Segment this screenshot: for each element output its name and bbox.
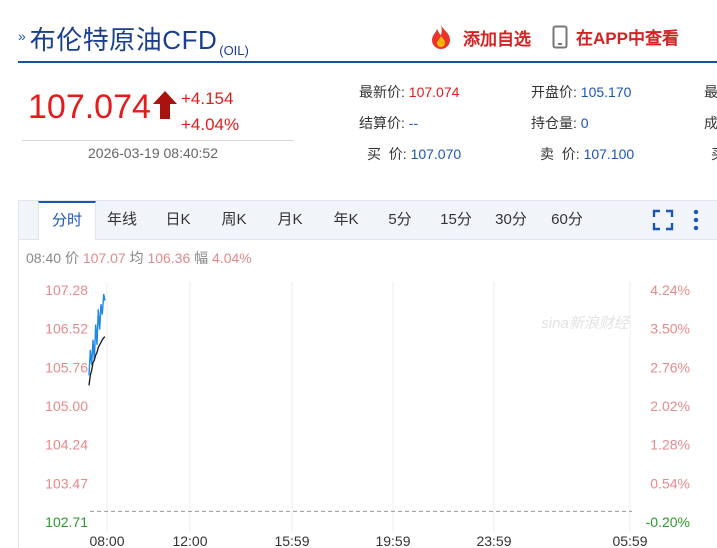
y-tick-label-right: 3.50% <box>650 321 690 337</box>
quote-oi-value: 0 <box>580 115 589 131</box>
info-price: 107.07 <box>82 250 126 266</box>
quote-settle: 结算价: -- <box>359 113 418 133</box>
y-tick-label-right: -0.20% <box>646 514 690 530</box>
view-in-app-button[interactable]: 在APP中查看 <box>552 24 679 49</box>
tab-monthly-k[interactable]: 月K <box>277 211 303 228</box>
quote-open-value: 105.170 <box>580 84 632 100</box>
x-tick-label: 05:59 <box>612 533 647 547</box>
chart-panel <box>18 200 717 548</box>
y-tick-label-left: 103.47 <box>45 475 88 491</box>
header-divider <box>18 61 717 63</box>
instrument-code: (OIL) <box>219 43 249 58</box>
tab-weekly-k[interactable]: 周K <box>221 211 247 228</box>
quote-oi: 持仓量: 0 <box>531 113 589 133</box>
quote-bid-label: 买 价: <box>367 146 407 162</box>
tab-30min[interactable]: 30分 <box>495 211 527 228</box>
x-tick-label: 15:59 <box>274 533 309 547</box>
crosshair-info-bar: 08:40 价 107.07 均 106.36 幅 4.04% <box>26 248 252 268</box>
price-change: +4.154 +4.04% <box>181 86 239 138</box>
y-tick-label-left: 106.52 <box>45 321 88 337</box>
double-chevron-icon: » <box>18 28 26 44</box>
x-tick-label: 23:59 <box>476 533 511 547</box>
y-tick-label-left: 105.00 <box>45 398 88 414</box>
quote-ask-label: 卖 价: <box>540 146 580 162</box>
y-tick-label-right: 4.24% <box>650 282 690 298</box>
series-price-line <box>88 293 106 376</box>
chart-watermark: sina新浪财经 <box>541 315 631 332</box>
series-avg-line <box>88 336 106 386</box>
info-time: 08:40 <box>26 250 62 266</box>
info-amp-label: 幅 <box>194 250 209 266</box>
instrument-name: 布伦特原油CFD <box>29 25 218 55</box>
tab-60min[interactable]: 60分 <box>551 211 583 228</box>
quote-cut-1: 最 <box>704 84 717 100</box>
phone-icon <box>552 25 568 48</box>
up-arrow-icon <box>153 91 177 119</box>
quote-latest-value: 107.074 <box>408 84 460 100</box>
add-watchlist-button[interactable]: 添加自选 <box>427 24 531 50</box>
fullscreen-icon[interactable] <box>652 209 674 231</box>
info-avg-label: 均 <box>129 250 144 266</box>
x-tick-label: 12:00 <box>172 533 207 547</box>
quote-open: 开盘价: 105.170 <box>531 82 631 102</box>
timestamp-divider <box>22 140 294 141</box>
quote-cut-3: 买 <box>711 144 717 164</box>
x-tick-label: 19:59 <box>375 533 410 547</box>
tab-intraday[interactable]: 分时 <box>38 201 96 240</box>
y-tick-label-right: 2.76% <box>650 359 690 375</box>
quote-cut-2: 成 <box>704 115 717 131</box>
quote-oi-label: 持仓量: <box>531 115 577 131</box>
quote-open-label: 开盘价: <box>531 84 577 100</box>
change-percent: +4.04% <box>181 115 240 134</box>
tab-daily-k[interactable]: 日K <box>165 211 191 228</box>
tab-yearly-k[interactable]: 年K <box>333 211 359 228</box>
info-avg: 106.36 <box>147 250 191 266</box>
view-in-app-label: 在APP中查看 <box>576 29 679 48</box>
flame-icon <box>432 25 450 49</box>
y-tick-label-left: 107.28 <box>45 282 88 298</box>
quote-bid-value: 107.070 <box>410 146 462 162</box>
y-tick-label-right: 2.02% <box>650 398 690 414</box>
quote-ask: 卖 价: 107.100 <box>540 144 634 164</box>
y-tick-label-right: 1.28% <box>650 437 690 453</box>
quote-settle-label: 结算价: <box>359 115 405 131</box>
change-value: +4.154 <box>181 89 234 108</box>
quote-bid: 买 价: 107.070 <box>367 144 461 164</box>
y-tick-label-left: 102.71 <box>45 514 88 530</box>
y-tick-label-left: 105.76 <box>45 359 88 375</box>
tab-15min[interactable]: 15分 <box>440 211 472 228</box>
instrument-title: » 布伦特原油CFD (OIL) <box>18 20 249 58</box>
x-tick-label: 08:00 <box>89 533 124 547</box>
period-tabs: 分时 年线 日K 周K 月K 年K 5分 15分 30分 60分 <box>19 201 717 240</box>
info-price-label: 价 <box>64 250 79 266</box>
tab-year-line[interactable]: 年线 <box>106 211 137 228</box>
quote-settle-value: -- <box>408 115 419 131</box>
more-vertical-icon[interactable] <box>691 208 701 232</box>
quote-latest-label: 最新价: <box>359 84 405 100</box>
intraday-chart[interactable]: sina新浪财经 107.28 4.24% 106.52 3.50% 105.76 2.76… <box>0 270 717 547</box>
y-tick-label-left: 104.24 <box>45 437 88 453</box>
quote-ask-value: 107.100 <box>583 146 635 162</box>
tab-5min[interactable]: 5分 <box>388 211 412 228</box>
last-price: 107.074 <box>28 88 151 126</box>
info-amp: 4.04% <box>212 250 252 266</box>
add-watchlist-label: 添加自选 <box>463 29 531 49</box>
quote-timestamp: 2026-03-19 08:40:52 <box>88 145 218 161</box>
y-tick-label-right: 0.54% <box>650 475 690 491</box>
quote-latest: 最新价: 107.074 <box>359 82 459 102</box>
